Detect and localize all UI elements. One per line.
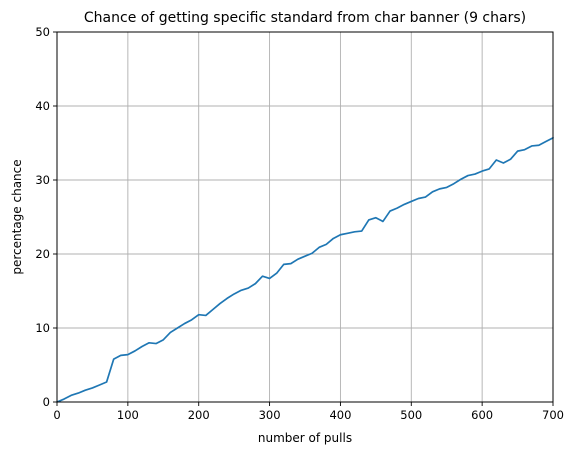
y-tick-label: 30 <box>35 173 50 187</box>
y-tick-label: 20 <box>35 247 50 261</box>
y-axis-ticks: 0 10 20 30 40 50 <box>35 25 57 409</box>
y-tick-label: 10 <box>35 321 50 335</box>
y-tick-label: 50 <box>35 25 50 39</box>
x-tick-label: 500 <box>400 408 422 422</box>
x-tick-label: 0 <box>53 408 60 422</box>
x-tick-label: 200 <box>188 408 210 422</box>
y-axis-label: percentage chance <box>10 159 24 274</box>
x-tick-label: 400 <box>329 408 351 422</box>
x-tick-label: 300 <box>259 408 281 422</box>
series-line <box>56 136 554 403</box>
x-tick-label: 600 <box>471 408 493 422</box>
x-axis-label: number of pulls <box>258 431 352 445</box>
y-tick-label: 40 <box>35 99 50 113</box>
y-tick-label: 0 <box>43 395 50 409</box>
x-axis-ticks: 0 100 200 300 400 500 600 700 <box>53 402 564 422</box>
chart-title: Chance of getting specific standard from… <box>84 10 526 26</box>
plot-frame <box>56 31 554 403</box>
x-tick-label: 100 <box>117 408 139 422</box>
grid <box>56 31 554 403</box>
x-tick-label: 700 <box>542 408 564 422</box>
series-layer <box>56 136 554 403</box>
